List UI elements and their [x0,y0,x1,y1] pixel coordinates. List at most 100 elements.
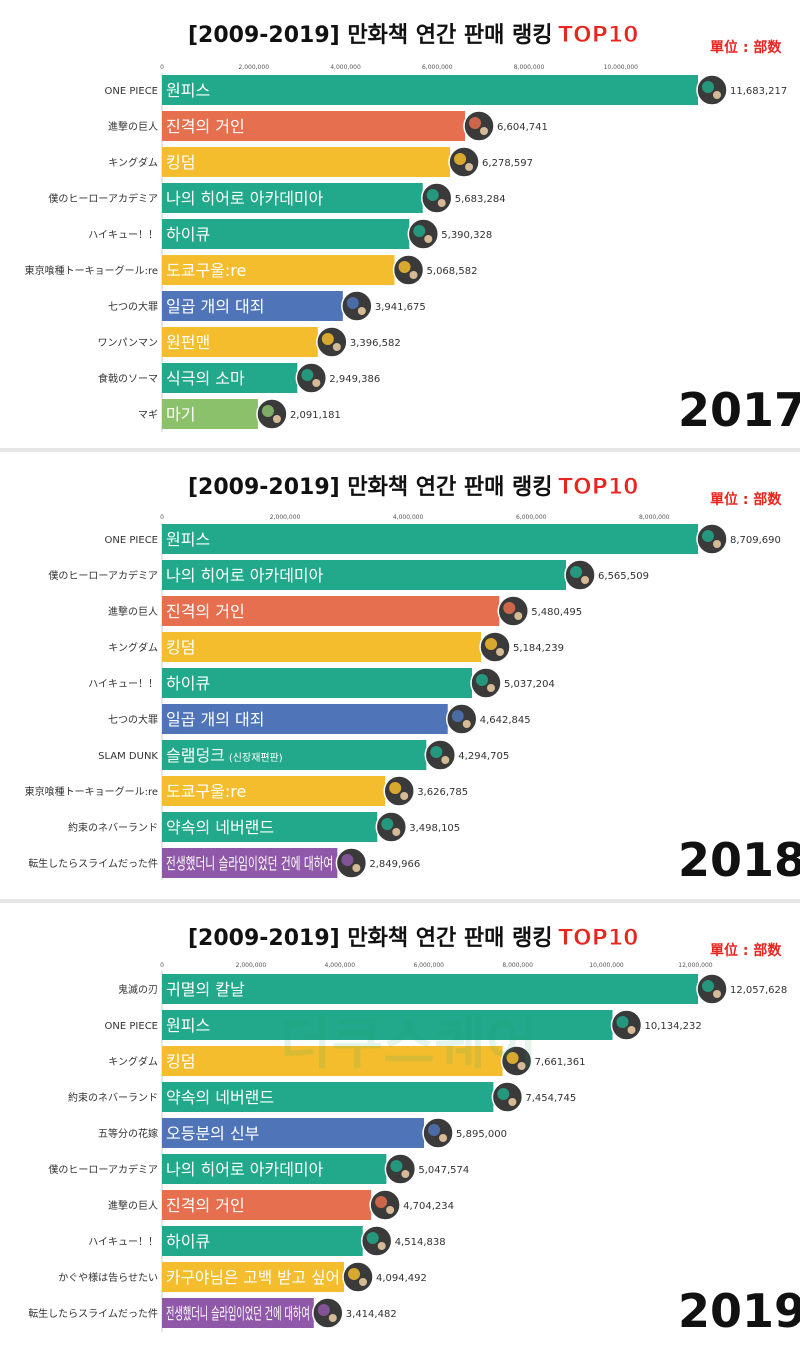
bar-label: 킹덤 [166,1052,195,1071]
x-tick-label: 6,000,000 [422,64,453,71]
bar [162,219,410,249]
bar-label: 하이큐 [166,674,210,693]
cover-thumbnail-face [437,199,446,207]
x-tick-label: 8,000,000 [639,514,670,521]
chart-panel-2019: 0 2,000,000 4,000,000 6,000,000 8,000,000 10,… [0,903,800,1349]
category-label: ワンパンマン [98,337,159,349]
x-tick-label: 4,000,000 [330,64,361,71]
cover-thumbnail-accent [497,1088,510,1100]
value-label: 5,390,328 [441,230,492,241]
cover-thumbnail-accent [317,1304,330,1316]
x-tick-label: 2,000,000 [236,962,267,969]
cover-thumbnail-accent [485,638,498,650]
plot-area: 0 2,000,000 4,000,000 6,000,000 8,000,000 ONE… [25,514,781,880]
x-tick-label: 4,000,000 [325,962,356,969]
x-tick-label: 8,000,000 [514,64,545,71]
bar-label: 전생했더니 슬라임이었던 건에 대하여 [166,1304,310,1323]
chart-panel-2017: 0 2,000,000 4,000,000 6,000,000 8,000,000 10,… [0,0,800,446]
value-label: 8,709,690 [730,535,781,546]
value-label: 4,704,234 [403,1201,454,1212]
x-tick-label: 6,000,000 [413,962,444,969]
cover-thumbnail-accent [475,674,488,686]
cover-thumbnail-face [486,684,495,692]
category-label: 進撃の巨人 [108,120,158,133]
cover-thumbnail-accent [702,980,714,992]
category-label: ONE PIECE [105,1021,158,1032]
cover-thumbnail-face [627,1026,636,1034]
cover-thumbnail-accent [702,530,714,542]
category-label: 僕のヒーローアカデミア [48,1163,158,1176]
x-tick-label: 10,000,000 [604,64,639,71]
value-label: 11,683,217 [730,86,787,97]
category-label: ハイキュー！！ [88,679,158,690]
value-label: 7,661,361 [535,1057,586,1068]
value-label: 3,626,785 [417,787,468,798]
chart-panel-2018: 0 2,000,000 4,000,000 6,000,000 8,000,000 ONE… [0,452,800,898]
bar [162,974,698,1004]
category-label: 約束のネバーランド [68,1091,158,1104]
bar [162,183,423,213]
cover-thumbnail-face [581,576,590,584]
bar [162,111,466,141]
cover-thumbnail-accent [454,153,467,165]
bar-label: 하이큐 [166,225,210,244]
bar-label: 나의 히어로 아카데미아 [166,189,324,208]
cover-thumbnail-face [377,1242,386,1250]
cover-thumbnail-face [312,379,321,387]
cover-thumbnail-face [332,343,341,351]
cover-thumbnail-accent [451,710,464,722]
cover-thumbnail-face [514,612,523,620]
category-label: かぐや様は告らせたい [58,1271,158,1284]
x-tick-label: 2,000,000 [238,64,269,71]
bar-label: 귀멸의 칼날 [166,980,245,999]
bar [162,812,378,842]
category-label: 進撃の巨人 [108,1199,158,1212]
value-label: 3,396,582 [350,338,401,349]
bar-label: 약속의 네버랜드 [166,1088,274,1107]
chart-title-accent: TOP10 [558,926,638,951]
cover-thumbnail-face [713,990,721,998]
bar-chart-2017: 0 2,000,000 4,000,000 6,000,000 8,000,000 10,… [25,21,800,437]
bar [162,363,298,393]
bar-label: 도쿄구울:re [166,782,246,801]
bar [162,1118,425,1148]
category-label: 五等分の花嫁 [98,1127,158,1140]
value-label: 3,941,675 [375,302,426,313]
bar-label: 약속의 네버랜드 [166,818,274,837]
category-label: 僕のヒーローアカデミア [48,192,158,205]
category-label: 転生したらスライムだった件 [28,857,158,870]
value-label: 6,604,741 [497,122,548,133]
value-label: 5,047,574 [418,1165,469,1176]
x-tick-label: 12,000,000 [678,962,713,969]
bar-label: 나의 히어로 아카데미아 [166,566,324,585]
bar-label: 진격의 거인 [166,602,245,621]
bar [162,596,500,626]
bar [162,327,318,357]
cover-thumbnail-accent [348,1268,361,1280]
category-label: キングダム [108,641,158,654]
plot-area: 0 2,000,000 4,000,000 6,000,000 8,000,000 10,… [25,64,787,432]
category-label: 東京喰種トーキョーグール:re [25,785,158,798]
category-label: キングダム [108,1055,158,1068]
bar-label: 마기 [166,405,195,424]
value-label: 3,498,105 [409,823,460,834]
cover-thumbnail-face [272,415,281,423]
bar [162,75,698,105]
bar-label: 진격의 거인 [166,117,245,136]
bar [162,848,338,878]
bar [162,1082,494,1112]
bar-label-small: (신장재편판) [229,752,283,764]
value-label: 5,037,204 [504,679,555,690]
x-tick-label: 10,000,000 [589,962,624,969]
cover-thumbnail-accent [346,297,359,309]
bar-label: 하이큐 [166,1232,210,1251]
cover-thumbnail-accent [301,369,314,381]
year-label: 2017 [678,383,800,437]
bar-label: 일곱 개의 대죄 [166,710,265,729]
bar [162,1298,314,1328]
bar-label: 원피스 [166,1016,210,1035]
bar [162,776,386,806]
category-label: 七つの大罪 [108,300,158,313]
bar [162,1154,387,1184]
cover-thumbnail-accent [390,1160,403,1172]
